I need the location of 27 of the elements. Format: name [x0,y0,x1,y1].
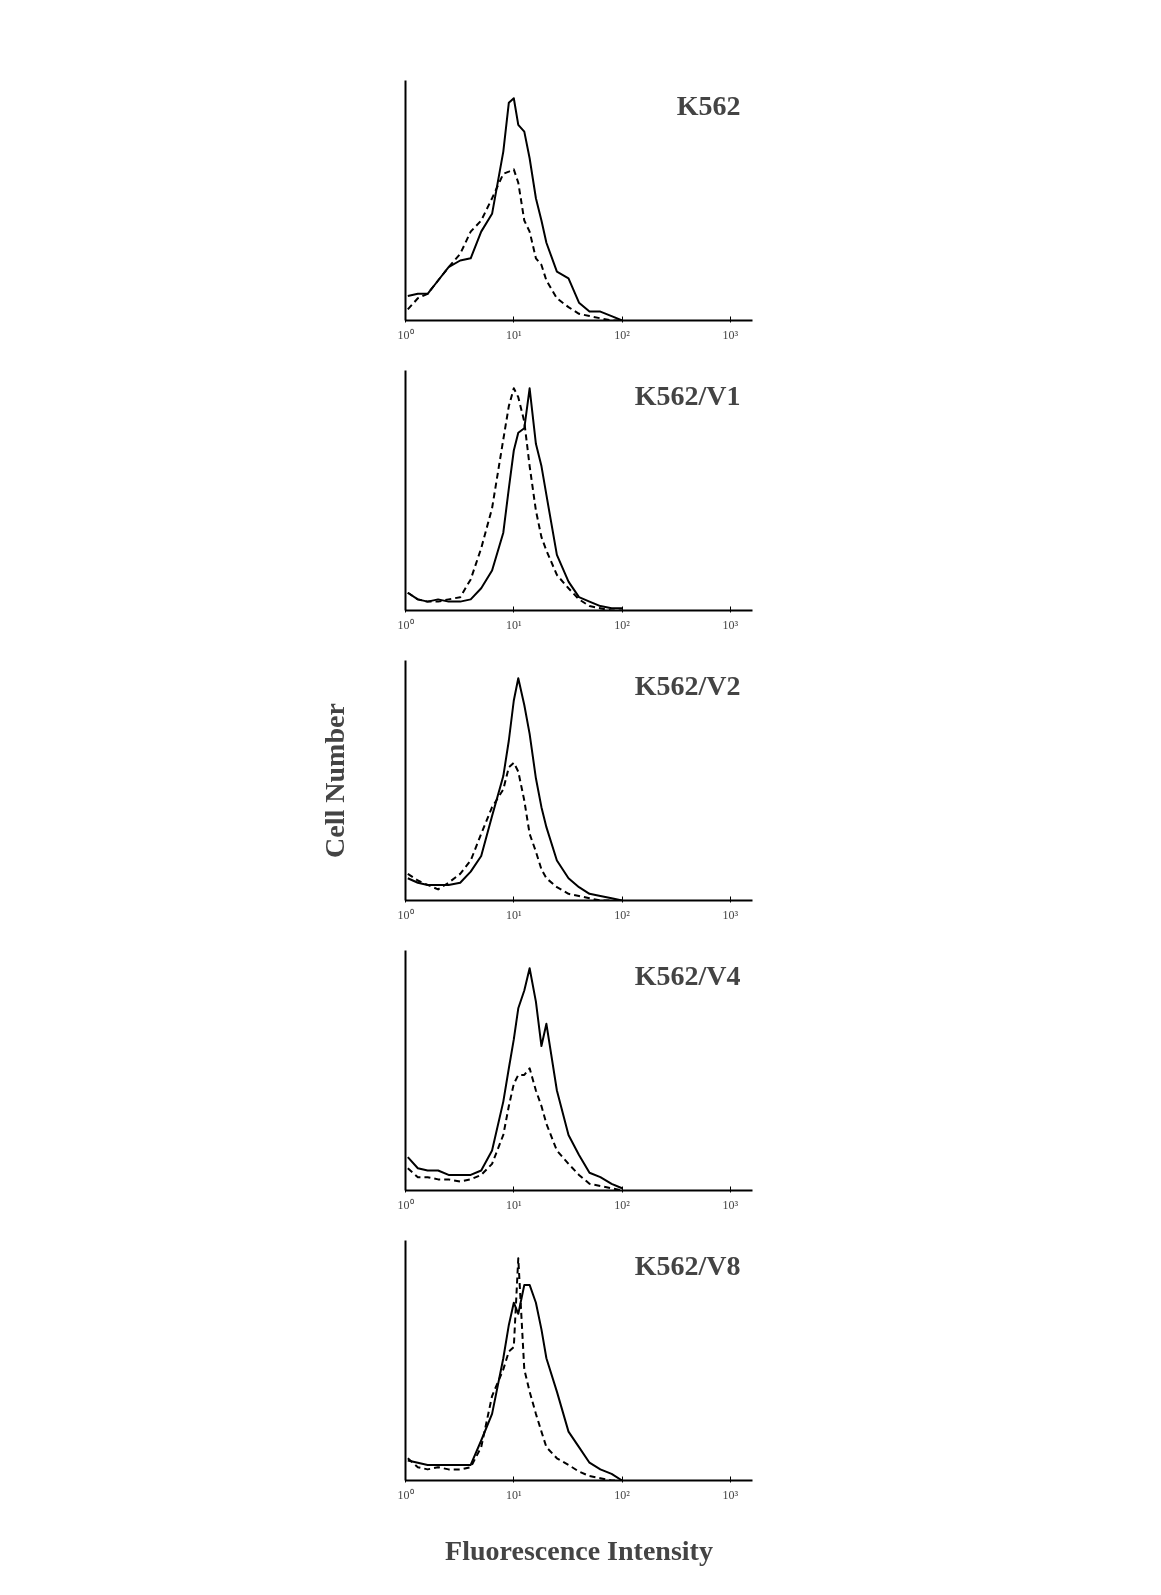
x-tick-label: 10⁰ [397,617,414,632]
chart-title: K562 [676,89,741,121]
x-tick-label: 10¹ [506,1487,522,1502]
x-tick-label: 10³ [722,327,739,342]
x-tick-label: 10² [614,327,631,342]
chart-title: K562/V4 [634,959,741,991]
x-tick-label: 10¹ [506,1197,522,1212]
x-axis-title: Fluorescence Intensity [445,1534,713,1566]
x-tick-label: 10¹ [506,617,522,632]
chart-title: K562/V2 [634,669,741,701]
x-tick-label: 10² [614,617,631,632]
x-tick-label: 10⁰ [397,907,414,922]
x-tick-label: 10⁰ [397,1197,414,1212]
x-tick-label: 10² [614,1197,631,1212]
x-tick-label: 10² [614,907,631,922]
x-tick-label: 10¹ [506,907,522,922]
chart-title: K562/V1 [634,379,741,411]
y-axis-title: Cell Number [318,703,350,858]
x-tick-label: 10⁰ [397,1487,414,1502]
x-tick-label: 10² [614,1487,631,1502]
x-tick-label: 10³ [722,1487,739,1502]
chart-title: K562/V8 [634,1249,741,1281]
x-tick-label: 10³ [722,617,739,632]
x-tick-label: 10⁰ [397,327,414,342]
x-tick-label: 10¹ [506,327,522,342]
x-tick-label: 10³ [722,1197,739,1212]
x-tick-label: 10³ [722,907,739,922]
